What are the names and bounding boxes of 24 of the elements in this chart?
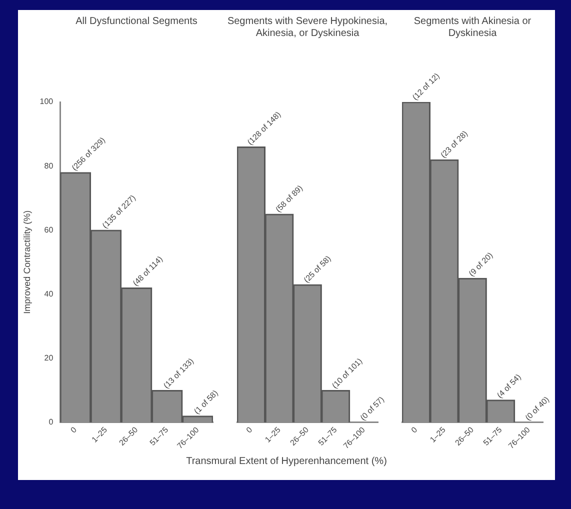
data-label: (58 of 89) xyxy=(274,183,305,214)
data-label: (1 of 58) xyxy=(192,388,220,416)
chart-title: All Dysfunctional Segments xyxy=(74,15,198,29)
data-label: (0 of 40) xyxy=(524,394,552,422)
x-tick-label: 0 xyxy=(410,424,420,435)
data-label: (25 of 58) xyxy=(302,254,333,285)
y-tick-label: 100 xyxy=(40,97,54,106)
y-tick-label: 0 xyxy=(48,418,54,427)
x-axis-title: Transmural Extent of Hyperenhancement (%) xyxy=(185,456,388,467)
y-tick-label: 20 xyxy=(44,353,54,362)
x-tick-label: 0 xyxy=(68,424,79,435)
chart-title: Segments with Akinesia or Dyskinesia xyxy=(412,15,532,41)
data-label: (0 of 57) xyxy=(358,394,386,422)
y-tick-label: 80 xyxy=(44,161,54,170)
data-label: (48 of 114) xyxy=(131,254,165,288)
data-label: (12 of 12) xyxy=(410,71,442,102)
y-tick-label: 60 xyxy=(44,225,54,234)
data-label: (9 of 20) xyxy=(467,250,495,278)
y-tick-label: 40 xyxy=(44,289,54,298)
data-label: (23 of 28) xyxy=(438,128,470,160)
data-label: (4 of 54) xyxy=(495,372,523,400)
chart-title: Segments with Severe Hypokinesia, Akinesia, or Dyskinesia xyxy=(226,15,389,41)
y-axis-title: Improved Contractility (%) xyxy=(22,210,32,314)
x-tick-label: 0 xyxy=(244,424,254,435)
